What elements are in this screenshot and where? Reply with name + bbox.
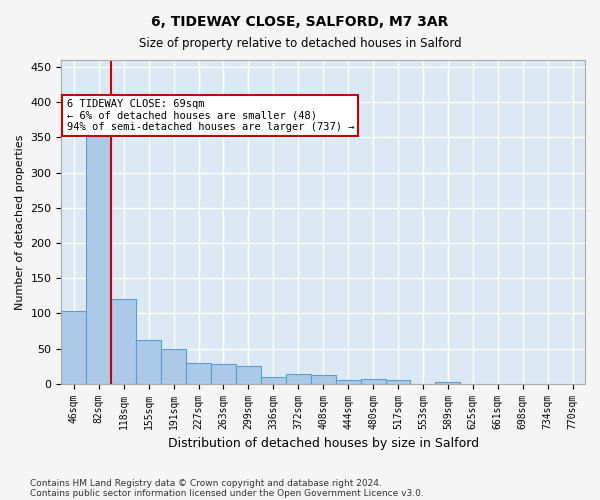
Text: 6, TIDEWAY CLOSE, SALFORD, M7 3AR: 6, TIDEWAY CLOSE, SALFORD, M7 3AR xyxy=(151,15,449,29)
Text: 6 TIDEWAY CLOSE: 69sqm
← 6% of detached houses are smaller (48)
94% of semi-deta: 6 TIDEWAY CLOSE: 69sqm ← 6% of detached … xyxy=(67,99,354,132)
Bar xyxy=(436,382,460,384)
X-axis label: Distribution of detached houses by size in Salford: Distribution of detached houses by size … xyxy=(167,437,479,450)
Bar xyxy=(136,340,161,384)
Bar xyxy=(86,134,111,384)
Bar xyxy=(211,364,236,384)
Bar xyxy=(61,311,86,384)
Bar xyxy=(311,374,335,384)
Text: Contains public sector information licensed under the Open Government Licence v3: Contains public sector information licen… xyxy=(30,488,424,498)
Bar xyxy=(236,366,261,384)
Bar xyxy=(161,348,186,384)
Text: Size of property relative to detached houses in Salford: Size of property relative to detached ho… xyxy=(139,38,461,51)
Bar xyxy=(111,300,136,384)
Bar xyxy=(186,362,211,384)
Bar xyxy=(386,380,410,384)
Bar xyxy=(261,376,286,384)
Bar xyxy=(361,380,386,384)
Y-axis label: Number of detached properties: Number of detached properties xyxy=(15,134,25,310)
Text: Contains HM Land Registry data © Crown copyright and database right 2024.: Contains HM Land Registry data © Crown c… xyxy=(30,478,382,488)
Bar xyxy=(286,374,311,384)
Bar xyxy=(335,380,361,384)
